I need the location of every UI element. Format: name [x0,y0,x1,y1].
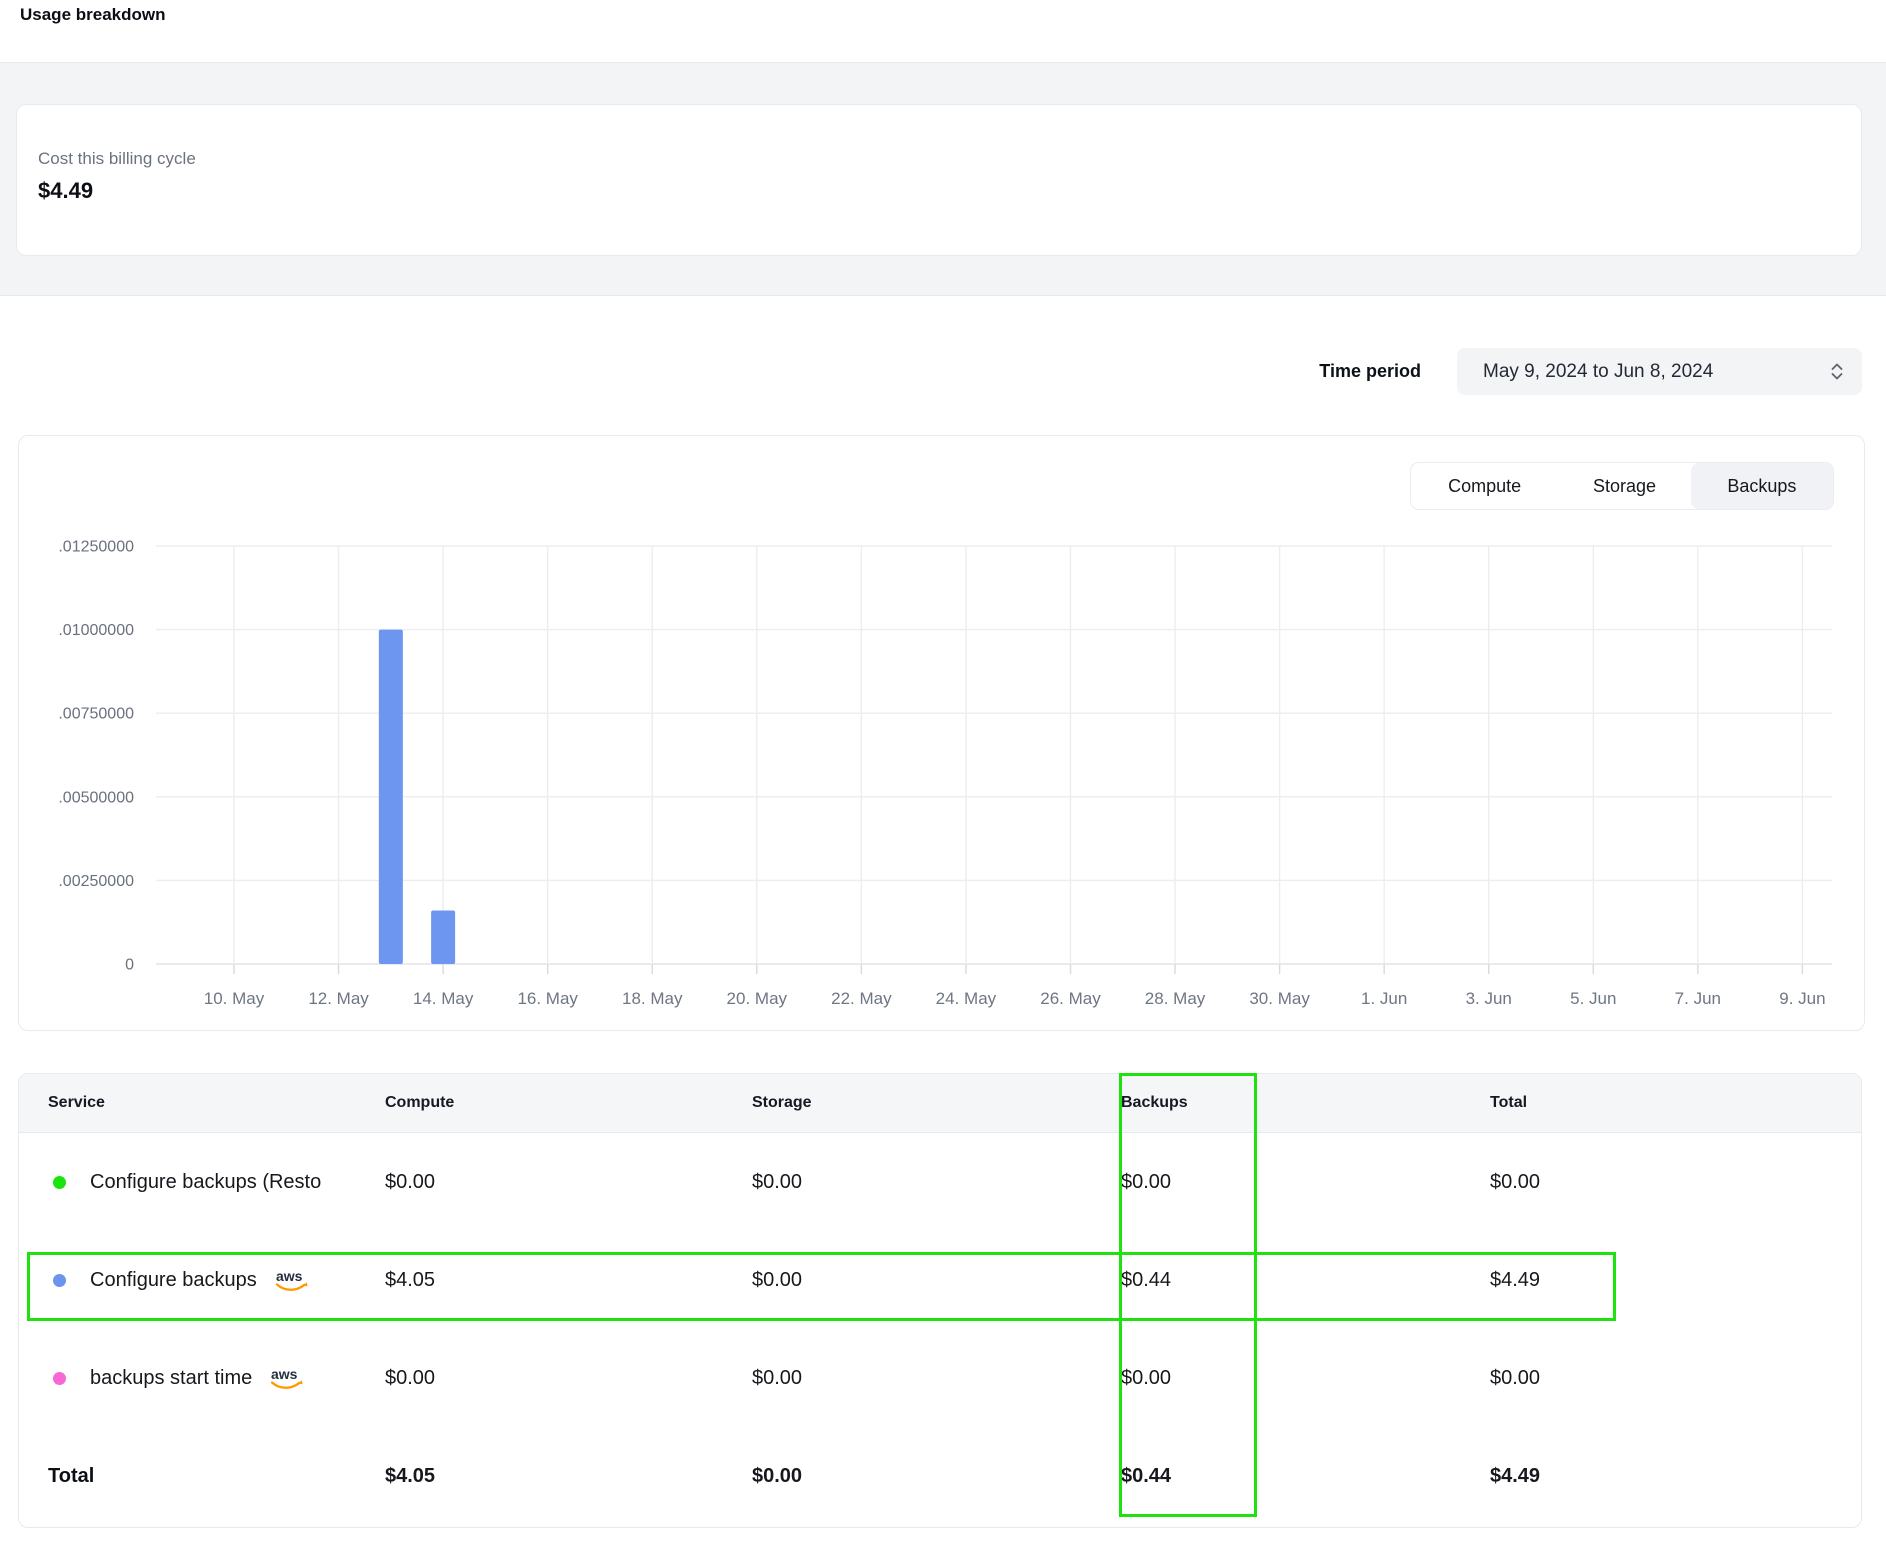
total-total-value: $4.49 [1490,1465,1861,1488]
total-row-label: Total [19,1465,385,1488]
time-period-value: May 9, 2024 to Jun 8, 2024 [1483,361,1713,383]
svg-text:aws: aws [276,1268,303,1284]
table-header-row: Service Compute Storage Backups Total [19,1074,1861,1133]
cell-storage: $0.00 [752,1171,1121,1194]
y-axis-tick-label: .00750000 [58,706,134,723]
time-period-label: Time period [1319,361,1421,382]
y-axis-tick-label: 0 [125,957,134,974]
series-color-dot [53,1176,66,1189]
usage-table-card: Service Compute Storage Backups Total Co… [18,1073,1862,1528]
table-row-configure-backups-resto: Configure backups (Resto $0.00 $0.00 $0.… [19,1133,1861,1231]
x-axis-tick-label: 7. Jun [1675,989,1721,1008]
x-axis-tick-label: 18. May [622,989,683,1008]
series-color-dot [53,1372,66,1385]
y-axis-tick-label: .00500000 [58,789,134,806]
cell-total: $0.00 [1490,1171,1861,1194]
table-body: Configure backups (Resto $0.00 $0.00 $0.… [19,1133,1861,1427]
column-header-storage: Storage [752,1094,1121,1112]
x-axis-tick-label: 12. May [308,989,369,1008]
table-row-configure-backups: Configure backups aws $4.05 $0.00 $0.44 … [19,1231,1861,1329]
cell-total: $0.00 [1490,1367,1861,1390]
x-axis-tick-label: 10. May [204,989,265,1008]
billing-cost-card: Cost this billing cycle $4.49 [16,104,1862,256]
x-axis-tick-label: 5. Jun [1570,989,1616,1008]
column-header-service: Service [19,1094,385,1112]
total-storage-value: $0.00 [752,1465,1121,1488]
cell-compute: $4.05 [385,1269,752,1292]
x-axis-tick-label: 22. May [831,989,892,1008]
x-axis-tick-label: 16. May [517,989,578,1008]
series-color-dot [53,1274,66,1287]
total-compute-value: $4.05 [385,1465,752,1488]
column-header-total: Total [1490,1094,1861,1112]
x-axis-tick-label: 26. May [1040,989,1101,1008]
service-name: Configure backups (Resto [90,1171,321,1194]
page-title: Usage breakdown [20,5,166,25]
table-total-row: Total $4.05 $0.00 $0.44 $4.49 [19,1427,1861,1525]
x-axis-tick-label: 28. May [1145,989,1206,1008]
cell-storage: $0.00 [752,1367,1121,1390]
cell-backups: $0.44 [1121,1269,1490,1292]
cell-total: $4.49 [1490,1269,1861,1292]
svg-text:aws: aws [271,1366,298,1382]
usage-chart-card: ComputeStorageBackups .01250000.01000000… [18,435,1865,1031]
service-cell: Configure backups (Resto [19,1171,385,1194]
service-cell: Configure backups aws [19,1267,385,1293]
y-axis-tick-label: .01000000 [58,622,134,639]
billing-cost-label: Cost this billing cycle [38,149,1861,169]
time-period-select[interactable]: May 9, 2024 to Jun 8, 2024 [1457,348,1862,395]
cell-storage: $0.00 [752,1269,1121,1292]
chevron-up-down-icon [1828,361,1846,387]
x-axis-tick-label: 1. Jun [1361,989,1407,1008]
x-axis-tick-label: 24. May [936,989,997,1008]
billing-cost-value: $4.49 [38,178,1861,204]
total-backups-value: $0.44 [1121,1465,1490,1488]
x-axis-tick-label: 30. May [1249,989,1310,1008]
cell-compute: $0.00 [385,1367,752,1390]
column-header-backups: Backups [1121,1094,1490,1112]
column-header-compute: Compute [385,1094,752,1112]
bar-14-may[interactable] [431,910,455,964]
cell-backups: $0.00 [1121,1367,1490,1390]
time-period-row: Time period May 9, 2024 to Jun 8, 2024 [1319,348,1862,395]
service-name: Configure backups [90,1269,257,1292]
x-axis-tick-label: 9. Jun [1779,989,1825,1008]
cell-compute: $0.00 [385,1171,752,1194]
service-cell: backups start time aws [19,1365,385,1391]
y-axis-tick-label: .01250000 [58,539,134,556]
billing-summary-section: Cost this billing cycle $4.49 [0,62,1886,296]
bar-13-may[interactable] [379,630,403,964]
backups-usage-bar-chart: .01250000 .01000000 .00750000 .00500000 .002… [19,436,1864,1030]
aws-logo-icon: aws [273,1267,309,1293]
usage-breakdown-page: Usage breakdown Cost this billing cycle … [0,0,1886,1548]
table-row-backups-start-time: backups start time aws $0.00 $0.00 $0.00… [19,1329,1861,1427]
x-axis-tick-label: 3. Jun [1466,989,1512,1008]
x-axis-tick-label: 20. May [727,989,788,1008]
aws-logo-icon: aws [268,1365,304,1391]
cell-backups: $0.00 [1121,1171,1490,1194]
service-name: backups start time [90,1367,252,1390]
y-axis-tick-label: .00250000 [58,873,134,890]
x-axis-tick-label: 14. May [413,989,474,1008]
